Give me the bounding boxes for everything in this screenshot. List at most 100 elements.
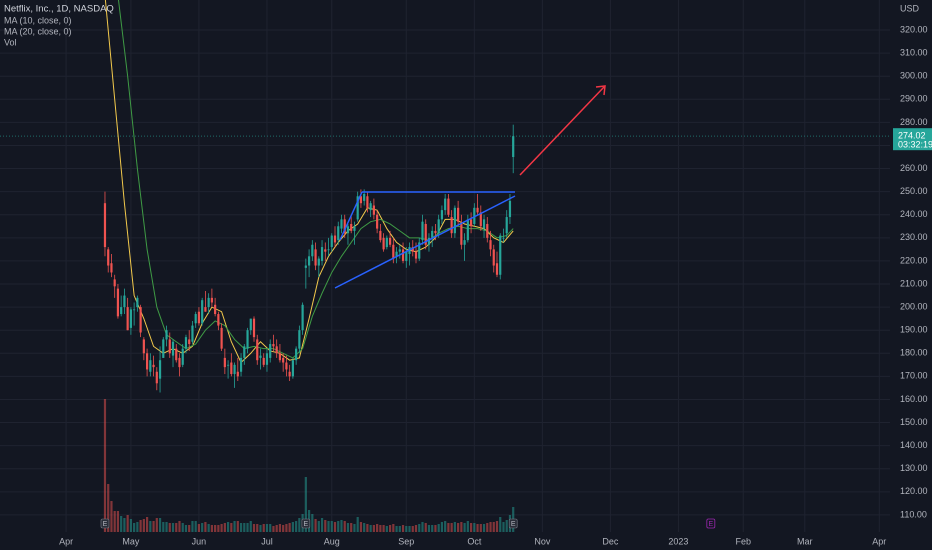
candle-body — [479, 212, 482, 227]
candle-body — [499, 235, 502, 275]
volume-bar — [444, 521, 447, 532]
candle-body — [346, 226, 350, 234]
candle-body — [282, 357, 285, 363]
volume-bar — [210, 525, 213, 532]
volume-bar — [369, 525, 372, 532]
candle-body — [350, 223, 353, 231]
x-tick-label: May — [122, 536, 140, 546]
candle-body — [210, 297, 213, 303]
volume-bar — [188, 525, 191, 532]
candle-body — [116, 288, 120, 317]
candle-body — [327, 249, 330, 251]
candle-body — [343, 219, 346, 234]
legend-entry: MA (20, close, 0) — [4, 26, 72, 36]
candle-body — [359, 196, 363, 204]
volume-bar — [265, 524, 269, 532]
volume-bar — [142, 519, 145, 532]
candle-body — [191, 325, 194, 342]
candle-body — [424, 223, 427, 245]
candle-body — [369, 203, 372, 211]
trend-line — [334, 195, 516, 289]
candle-body — [388, 237, 392, 245]
candle-body — [142, 339, 145, 354]
volume-bar — [278, 524, 282, 532]
candle-body — [457, 207, 460, 222]
volume-bar — [499, 517, 502, 532]
volume-bar — [385, 526, 388, 532]
candle-body — [223, 357, 226, 368]
volume-bar — [447, 523, 450, 532]
volume-bar — [252, 524, 256, 532]
candle-body — [356, 196, 359, 220]
price-tag — [893, 128, 932, 151]
y-tick-label: 150.00 — [900, 417, 928, 427]
upcoming-earnings — [706, 518, 716, 529]
x-tick-label: Aug — [324, 536, 340, 546]
volume-bar — [502, 522, 505, 532]
volume-bar — [359, 522, 363, 532]
candle-body — [482, 219, 486, 229]
volume-bar — [282, 525, 285, 532]
volume-bar — [427, 525, 431, 532]
volume-bar — [136, 522, 139, 532]
x-tick-label: Nov — [534, 536, 551, 546]
candle-body — [152, 364, 155, 368]
candle-body — [411, 247, 414, 252]
legend: Netflix, Inc., 1D, NASDAQ MA (10, close,… — [4, 4, 114, 48]
candle-body — [405, 251, 408, 261]
candle-body — [353, 226, 356, 231]
earnings-marker — [100, 518, 110, 529]
y-tick-label: 140.00 — [900, 440, 928, 450]
volume-bar — [431, 525, 434, 532]
candle-body — [201, 300, 204, 324]
candle-body — [382, 237, 385, 250]
candle-body — [450, 217, 453, 234]
candle-body — [447, 198, 450, 215]
volume-bar — [411, 526, 414, 532]
countdown: 03:32:19 — [898, 140, 932, 150]
candle-body — [123, 295, 126, 308]
volume-bar — [450, 523, 453, 532]
candle-body — [363, 193, 366, 201]
volume-bar — [486, 523, 489, 532]
volume-bar — [418, 524, 421, 532]
trend-line — [339, 191, 363, 241]
candle-body — [194, 314, 197, 324]
candle-body — [259, 355, 262, 358]
candle-body — [460, 223, 463, 245]
candle-body — [126, 307, 129, 331]
candle-body — [512, 136, 515, 158]
volume-bar — [288, 523, 291, 532]
volume-bar — [184, 525, 188, 532]
candle-body — [171, 341, 175, 356]
candle-body — [285, 362, 288, 370]
volume-bar — [372, 525, 375, 532]
volume-bar — [304, 477, 307, 532]
candle-body — [220, 327, 223, 349]
x-tick-label: Feb — [735, 536, 751, 546]
candle-body — [188, 339, 191, 345]
candle-body — [133, 309, 136, 311]
volume-bar — [243, 523, 246, 532]
volume-bar — [473, 523, 476, 532]
candle-body — [317, 258, 320, 266]
volume-bar — [337, 521, 340, 532]
candle-body — [304, 265, 307, 268]
volume-bar — [204, 522, 207, 532]
volume-bar — [249, 521, 252, 532]
x-tick-label: Apr — [872, 536, 886, 546]
volume-bar — [120, 516, 123, 532]
candle-body — [181, 348, 184, 365]
candle-body — [324, 249, 327, 252]
volume-bar — [103, 399, 107, 532]
volume-bar — [320, 518, 324, 532]
y-tick-label: 230.00 — [900, 232, 928, 242]
x-tick-label: Apr — [59, 536, 73, 546]
candle-body — [376, 214, 379, 229]
candle-body — [129, 309, 132, 328]
candle-body — [256, 339, 259, 361]
candle-body — [288, 371, 291, 377]
x-tick-label: Mar — [797, 536, 813, 546]
volume-bar — [376, 524, 379, 532]
volume-bar — [291, 522, 294, 532]
